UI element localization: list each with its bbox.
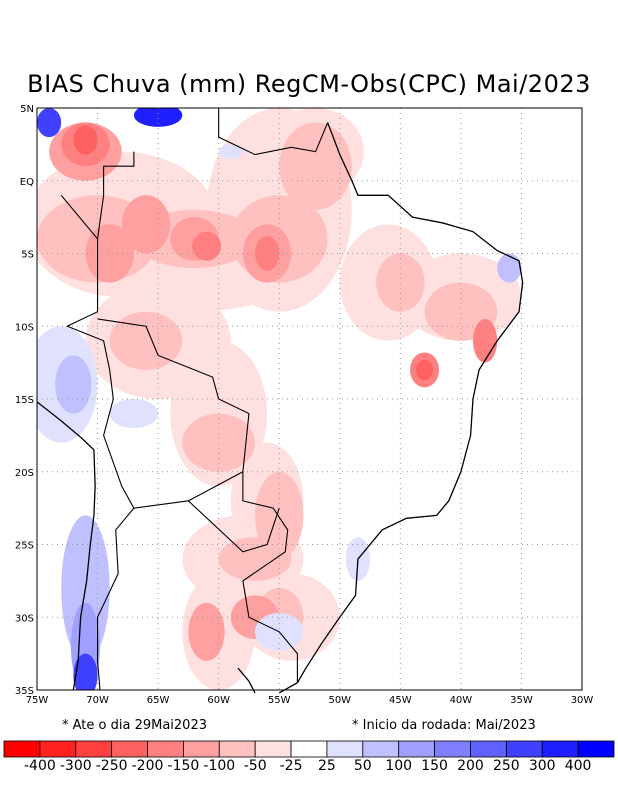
country-border (242, 471, 298, 683)
bias-patch (55, 355, 92, 414)
bias-patch (218, 144, 243, 159)
coastline-pacific (36, 401, 96, 691)
colorbar-label: -25 (279, 758, 303, 774)
lat-tick-label: EQ (20, 177, 34, 188)
colorbar-swatch (183, 740, 220, 758)
lon-tick-label: 70W (86, 695, 109, 706)
colorbar-swatch (39, 740, 77, 758)
colorbar-swatch (254, 740, 292, 758)
lon-tick-label: 45W (389, 695, 412, 706)
lat-tick-label: 10S (15, 322, 34, 333)
coastline-atlantic (278, 122, 524, 694)
lat-tick-label: 20S (15, 468, 34, 479)
lon-tick-label: 40W (450, 695, 473, 706)
colorbar-label: -50 (243, 758, 267, 774)
country-border (60, 194, 250, 509)
colorbar-swatch (505, 740, 543, 758)
colorbar-label: -400 (23, 758, 56, 774)
bias-patch (416, 359, 434, 381)
bias-patch (182, 413, 255, 472)
colorbar-label: 25 (318, 758, 336, 774)
bias-patch (255, 471, 304, 560)
bias-patch (192, 231, 222, 261)
map-frame (36, 107, 583, 691)
colorbar-swatch (218, 740, 256, 758)
chart-title: BIAS Chuva (mm) RegCM-Obs(CPC) Mai/2023 (27, 70, 591, 98)
colorbar-label: -150 (167, 758, 200, 774)
colorbar-swatch (577, 740, 615, 758)
bias-patch (376, 253, 425, 312)
lat-tick-label: 25S (15, 541, 34, 552)
lat-tick-label: 5N (20, 104, 34, 115)
colorbar-swatch (290, 740, 328, 758)
country-border (97, 151, 135, 240)
bias-patch (497, 253, 522, 283)
lon-tick-label: 60W (207, 695, 230, 706)
colorbar-label: 50 (353, 758, 372, 774)
colorbar-swatch (147, 740, 184, 758)
colorbar-swatch (362, 740, 400, 758)
footer-left: * Ate o dia 29Mai2023 (62, 718, 207, 733)
country-border (218, 108, 329, 156)
bias-patch (109, 399, 159, 429)
lon-tick-label: 55W (268, 695, 291, 706)
coastline-plata (237, 667, 256, 694)
lat-tick-label: 35S (15, 686, 34, 697)
colorbar-label: -100 (203, 758, 236, 774)
bias-patch (188, 602, 225, 661)
colorbar-swatch (326, 740, 364, 758)
colorbar-swatch (3, 740, 41, 758)
colorbar-label: -250 (95, 758, 128, 774)
colorbar-label: 100 (385, 758, 413, 774)
colorbar-label: 300 (528, 758, 556, 774)
lon-tick-label: 35W (510, 695, 533, 706)
bias-patch (37, 108, 62, 138)
colorbar-swatch (75, 740, 113, 758)
bias-patch (133, 108, 183, 127)
bias-patch (473, 318, 498, 363)
country-border (188, 500, 280, 553)
bias-patch (73, 125, 98, 155)
lat-tick-label: 15S (15, 395, 34, 406)
lat-tick-label: 30S (15, 613, 34, 624)
colorbar-label: 250 (492, 758, 520, 774)
colorbar-label: -200 (131, 758, 164, 774)
footer-right: * Inicio da rodada: Mai/2023 (352, 718, 536, 733)
bias-patch (73, 653, 98, 690)
colorbar-label: -300 (59, 758, 92, 774)
lon-tick-label: 65W (147, 695, 170, 706)
colorbar-label: 200 (457, 758, 484, 774)
colorbar-swatch (434, 740, 471, 758)
lon-tick-label: 50W (328, 695, 351, 706)
lon-tick-label: 75W (26, 695, 49, 706)
lat-tick-label: 5S (21, 250, 34, 261)
colorbar-swatch (541, 740, 579, 758)
colorbar-swatch (470, 740, 507, 758)
colorbar-swatch (111, 740, 148, 758)
bias-patch (218, 537, 292, 581)
colorbar-label: 400 (564, 758, 592, 774)
colorbar-label: 150 (421, 758, 448, 774)
colorbar-swatch (398, 740, 435, 758)
country-border (97, 507, 135, 691)
shaded-field (37, 108, 522, 690)
lon-tick-label: 30W (571, 695, 594, 706)
bias-patch (279, 122, 352, 210)
